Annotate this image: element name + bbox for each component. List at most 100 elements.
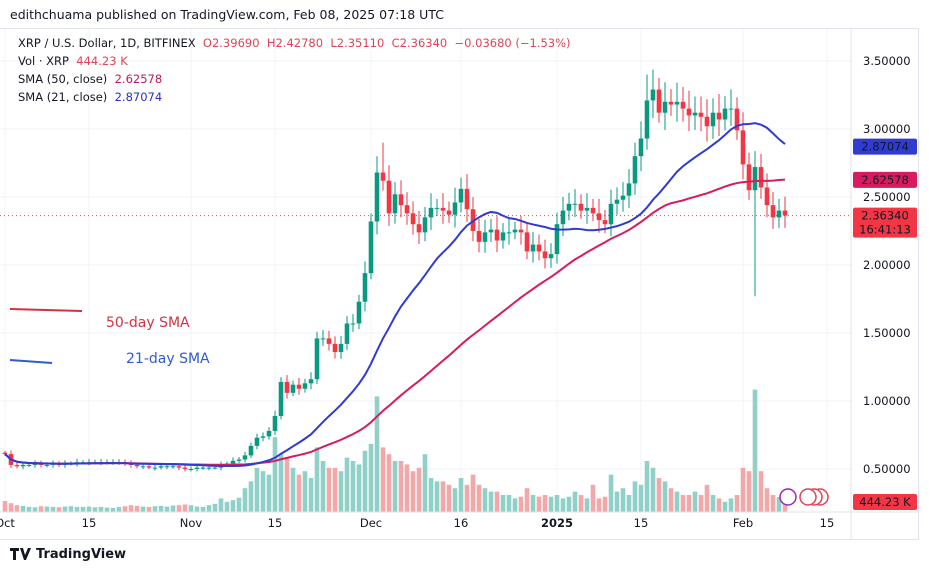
volume-bar [410, 471, 416, 512]
last-price-label: 2.36340 [861, 209, 909, 223]
volume-bar [152, 506, 158, 512]
candle-body [770, 205, 776, 218]
volume-price-label: 444.23 K [859, 495, 911, 509]
candle-body [752, 167, 758, 191]
volume-bar [116, 506, 122, 512]
us-flag-event-icon [799, 488, 817, 506]
candle-body [668, 101, 674, 105]
candle-body [638, 138, 644, 157]
candle-body [686, 108, 692, 116]
volume-bar [302, 471, 308, 512]
tradingview-logo-icon [10, 547, 31, 560]
brand-name: TradingView [36, 547, 127, 562]
candle-body [704, 116, 710, 127]
volume-bar [560, 498, 566, 512]
candle-body [590, 207, 596, 214]
volume-bar [686, 495, 692, 512]
candle-body [176, 466, 182, 468]
candlestick-chart[interactable]: 3.50000 3.00000 2.50000 2.00000 1.50000 1.000… [0, 0, 919, 540]
tradingview-logo: TradingView [10, 547, 126, 562]
candle-body [548, 254, 554, 259]
ohlc-high: H2.42780 [266, 36, 324, 50]
sma21-label: SMA (21, close) [18, 90, 108, 104]
volume-bar [596, 498, 602, 512]
candle-body [152, 467, 158, 469]
candle-body [644, 100, 650, 139]
candle-body [710, 112, 716, 127]
volume-bar [284, 457, 290, 512]
candle-body [524, 232, 530, 252]
candle-body [440, 207, 446, 211]
volume-bar [656, 478, 662, 512]
sma50-row: SMA (50, close) 2.62578 [18, 70, 571, 88]
ohlc-open: O2.39690 [202, 36, 260, 50]
chart-frame[interactable] [0, 28, 919, 540]
volume-bar [710, 495, 716, 512]
candle-body [314, 338, 320, 380]
volume-bar [272, 437, 278, 512]
volume-bar [218, 498, 224, 512]
candle-body [764, 187, 770, 206]
volume-bar [554, 495, 560, 512]
volume-bar [44, 506, 50, 512]
candle-body [584, 207, 590, 211]
candle-body [20, 464, 26, 467]
volume-bar [638, 484, 644, 512]
candle-body [278, 381, 284, 416]
sma21-price-label-bg [853, 138, 917, 155]
volume-bar [332, 467, 338, 512]
volume-bar [104, 507, 110, 512]
volume-price-label-bg [853, 494, 917, 510]
volume-bar [386, 454, 392, 512]
candle-body [626, 183, 632, 196]
candle-body [572, 203, 578, 205]
volume-bar [692, 491, 698, 512]
candle-body [380, 172, 386, 181]
volume-bar [98, 506, 104, 512]
candle-body [620, 195, 626, 200]
symbol-row: XRP / U.S. Dollar, 1D, BITFINEX O2.39690… [18, 34, 571, 52]
volume-bar [212, 503, 218, 512]
volume-bar [422, 454, 428, 512]
volume-bar [458, 478, 464, 512]
plot-area [0, 29, 851, 512]
candle-body [434, 207, 440, 209]
volume-bar [350, 461, 356, 512]
volume-bar [224, 501, 230, 512]
y-tick-label: 2.00000 [863, 258, 911, 272]
volume-bar [440, 481, 446, 512]
volume-bar [452, 488, 458, 512]
candle-body [182, 467, 188, 469]
candle-body [428, 207, 434, 218]
candle-body [560, 210, 566, 225]
candle-body [776, 210, 782, 218]
volume-bar [734, 495, 740, 512]
volume-bar [536, 496, 542, 512]
volume-bar [194, 506, 200, 512]
candle-body [554, 224, 560, 255]
candle-body [326, 338, 332, 344]
annotation-sma50-label: 50-day SMA [106, 315, 190, 331]
volume-bar [362, 450, 368, 512]
candle-body [14, 464, 20, 467]
ohlc-low: L2.35110 [330, 36, 385, 50]
volume-bar [230, 500, 236, 512]
volume-bar [590, 484, 596, 512]
candle-body [356, 301, 362, 324]
candle-body [692, 112, 698, 116]
x-tick-label: 16 [454, 516, 469, 530]
volume-bar [308, 478, 314, 512]
y-tick-label: 1.00000 [863, 394, 911, 408]
volume-bar [524, 488, 530, 512]
candle-body [542, 251, 548, 259]
candle-body [602, 220, 608, 225]
volume-bar [110, 507, 116, 512]
annotation-sma21-label: 21-day SMA [126, 351, 210, 367]
volume-bar [206, 505, 212, 512]
candle-body [344, 323, 350, 344]
candle-body [158, 466, 164, 468]
volume-bar [662, 481, 668, 512]
candle-body [368, 221, 374, 274]
volume-bar [500, 495, 506, 512]
candle-body [212, 467, 218, 469]
